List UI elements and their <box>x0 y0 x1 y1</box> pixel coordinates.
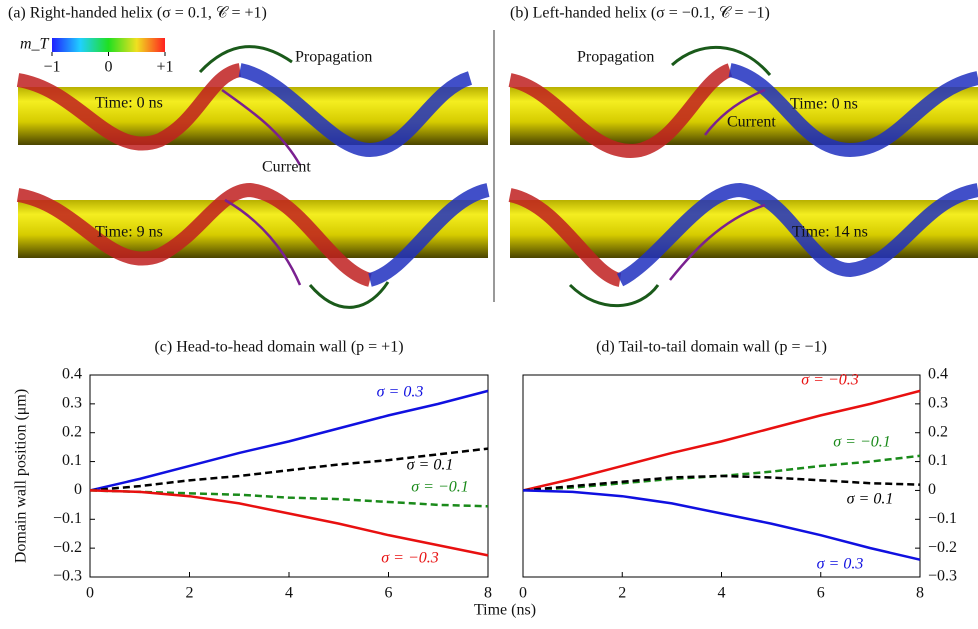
panel-title: (b) Left-handed helix (σ = −0.1, 𝒞 = −1) <box>510 5 770 22</box>
y-tick-label: 0.1 <box>928 452 948 469</box>
arrow <box>308 281 390 309</box>
label: Current <box>262 159 311 176</box>
x-axis-label: Time (ns) <box>474 602 536 619</box>
series-label: σ = −0.3 <box>801 372 858 389</box>
series-line <box>522 474 921 492</box>
series-label: σ = 0.3 <box>817 556 864 573</box>
y-tick-label: 0.3 <box>928 395 948 412</box>
y-tick-label: −0.2 <box>53 539 82 556</box>
colorbar <box>52 38 165 52</box>
helix-red <box>508 188 623 287</box>
x-tick-label: 0 <box>86 585 94 602</box>
arrow <box>704 88 766 136</box>
x-tick-label: 2 <box>186 585 194 602</box>
y-tick-label: −0.2 <box>928 539 957 556</box>
arrow <box>669 203 766 281</box>
x-tick-label: 4 <box>718 585 726 602</box>
helix-blue <box>728 63 978 158</box>
x-tick-label: 0 <box>519 585 527 602</box>
colorbar-tick-label: +1 <box>156 59 173 76</box>
arrow <box>568 283 660 308</box>
x-tick-label: 2 <box>618 585 626 602</box>
label: Propagation <box>295 49 372 66</box>
helix-blue <box>367 183 490 287</box>
x-tick-label: 8 <box>916 585 924 602</box>
helix-red <box>16 63 242 151</box>
colorbar-tick-label: 0 <box>105 59 113 76</box>
label: Time: 0 ns <box>95 95 163 112</box>
y-tick-label: 0.2 <box>928 423 948 440</box>
y-tick-label: −0.3 <box>928 568 957 585</box>
chart-title: (d) Tail-to-tail domain wall (p = −1) <box>596 339 827 356</box>
y-tick-label: 0.3 <box>62 395 82 412</box>
helix-blue <box>238 63 473 158</box>
illustration-a <box>16 38 490 309</box>
y-tick-label: 0.2 <box>62 423 82 440</box>
colorbar-label: m_T <box>20 36 50 53</box>
arrow <box>221 88 302 166</box>
y-tick-label: −0.1 <box>53 510 82 527</box>
series-line <box>522 389 921 492</box>
series-label: σ = 0.1 <box>847 491 894 508</box>
series-line <box>89 489 489 557</box>
x-tick-label: 6 <box>817 585 825 602</box>
x-tick-label: 6 <box>385 585 393 602</box>
y-tick-label: 0.1 <box>62 452 82 469</box>
y-axis-label: Domain wall position (μm) <box>13 389 30 563</box>
label: Time: 9 ns <box>95 224 163 241</box>
x-tick-label: 4 <box>285 585 293 602</box>
series-label: σ = −0.3 <box>381 550 438 567</box>
colorbar-tick-label: −1 <box>43 59 60 76</box>
y-tick-label: 0 <box>74 481 82 498</box>
panel-title: (a) Right-handed helix (σ = 0.1, 𝒞 = +1) <box>8 5 267 22</box>
y-tick-label: −0.3 <box>53 568 82 585</box>
helix-red <box>508 63 733 158</box>
series-label: σ = −0.1 <box>833 434 890 451</box>
chart-title: (c) Head-to-head domain wall (p = +1) <box>154 339 403 356</box>
series-label: σ = −0.1 <box>411 479 468 496</box>
series-line <box>89 447 489 492</box>
label: Time: 0 ns <box>790 96 858 113</box>
y-tick-label: 0.4 <box>928 366 948 383</box>
helix-blue <box>616 182 978 287</box>
illustration-b <box>508 45 978 308</box>
series-line <box>522 489 921 561</box>
y-tick-label: 0.4 <box>62 366 82 383</box>
series-label: σ = 0.1 <box>407 457 454 474</box>
label: Time: 14 ns <box>792 224 868 241</box>
arrow <box>224 198 302 286</box>
y-tick-label: −0.1 <box>928 510 957 527</box>
label: Current <box>727 114 776 131</box>
helix-red <box>16 182 373 287</box>
y-tick-label: 0 <box>928 481 936 498</box>
series-label: σ = 0.3 <box>377 384 424 401</box>
arrow <box>671 45 772 76</box>
series-line <box>89 389 489 492</box>
x-tick-label: 8 <box>484 585 492 602</box>
label: Propagation <box>577 49 654 66</box>
arrow <box>198 45 293 74</box>
